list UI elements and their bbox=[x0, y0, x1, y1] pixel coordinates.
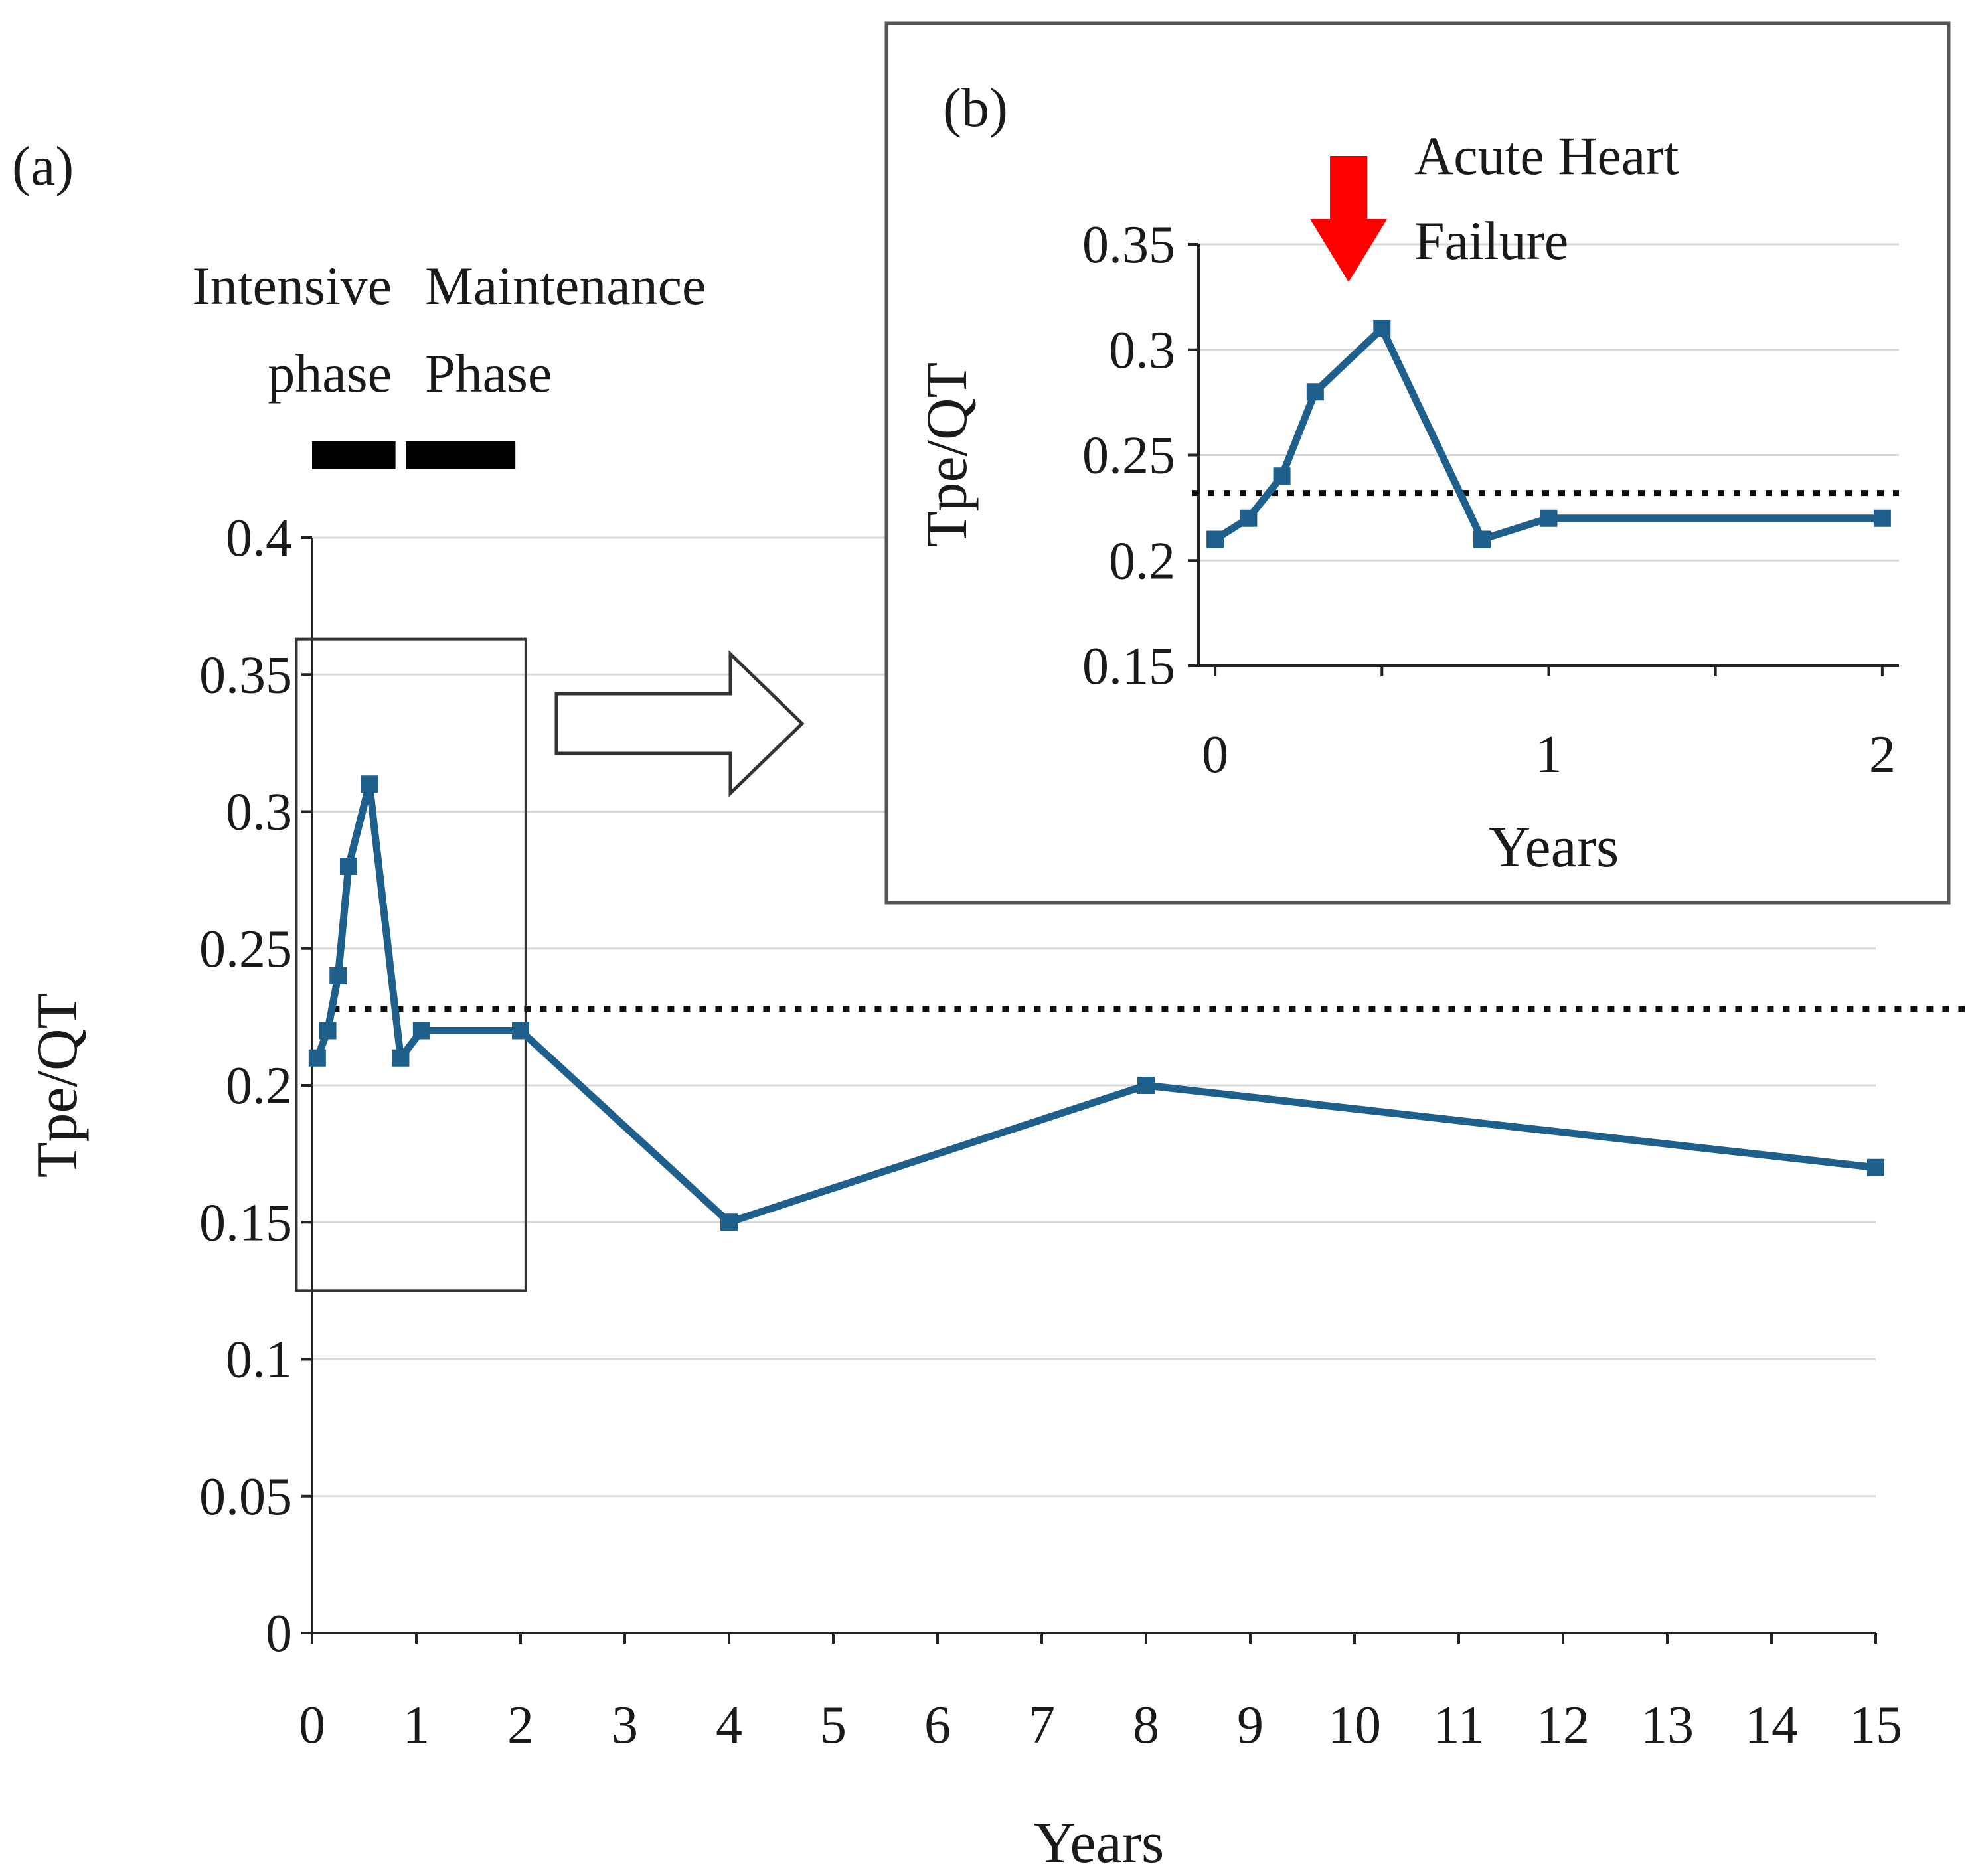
x-tick-label: 2 bbox=[1869, 726, 1896, 784]
data-point bbox=[1540, 509, 1558, 527]
data-point bbox=[1273, 467, 1291, 485]
phase-bar-intensive bbox=[312, 441, 396, 469]
x-tick-label: 2 bbox=[507, 1696, 534, 1755]
inset-y-axis-title: Tpe/QT bbox=[915, 362, 979, 548]
main-chart: (a) Intensive phase Maintenance Phase 00… bbox=[12, 135, 1965, 1875]
x-tick-label: 12 bbox=[1536, 1696, 1590, 1755]
y-tick-label: 0 bbox=[266, 1604, 292, 1663]
inset-y-tick-labels: 0.15 0.2 0.25 0.3 0.35 bbox=[1082, 216, 1175, 696]
y-tick-label: 0.35 bbox=[199, 646, 292, 704]
data-point bbox=[392, 1049, 410, 1067]
zoom-region-box bbox=[295, 637, 527, 1292]
annotation-line1: Acute Heart bbox=[1414, 125, 1679, 186]
data-point bbox=[1306, 383, 1324, 401]
data-point bbox=[1206, 530, 1224, 548]
x-tick-label: 5 bbox=[820, 1696, 847, 1755]
x-tick-label: 3 bbox=[612, 1696, 638, 1755]
data-point bbox=[1873, 509, 1891, 527]
inset-gridlines bbox=[1198, 243, 1899, 562]
data-point bbox=[308, 1049, 326, 1067]
y-tick-label: 0.15 bbox=[199, 1194, 292, 1252]
y-tick-label: 0.3 bbox=[226, 783, 292, 842]
zoom-arrow-icon bbox=[554, 650, 805, 797]
x-tick-label: 1 bbox=[1536, 726, 1562, 784]
x-tick-label: 7 bbox=[1029, 1696, 1055, 1755]
annotation-line2: Failure bbox=[1414, 210, 1568, 271]
x-tick-label: 11 bbox=[1433, 1696, 1484, 1755]
x-tick-label: 14 bbox=[1745, 1696, 1798, 1755]
panel-label-b: (b) bbox=[943, 77, 1008, 139]
x-tick-label: 0 bbox=[299, 1696, 325, 1755]
inset-frame bbox=[884, 21, 1951, 905]
y-tick-label: 0.25 bbox=[199, 920, 292, 978]
y-tick-label: 0.35 bbox=[1082, 216, 1175, 274]
data-point bbox=[1240, 509, 1258, 527]
y-tick-label: 0.25 bbox=[1082, 427, 1175, 485]
data-point bbox=[319, 1022, 337, 1040]
y-tick-label: 0.15 bbox=[1082, 637, 1175, 696]
main-series-points bbox=[308, 775, 1884, 1231]
phase-intensive-line1: Intensive bbox=[192, 256, 392, 316]
x-tick-label: 13 bbox=[1641, 1696, 1694, 1755]
main-y-axis-title: Tpe/QT bbox=[25, 993, 90, 1178]
y-tick-label: 0.3 bbox=[1109, 321, 1175, 380]
y-tick-label: 0.4 bbox=[226, 509, 292, 568]
y-tick-label: 0.2 bbox=[1109, 532, 1175, 590]
x-tick-label: 15 bbox=[1849, 1696, 1902, 1755]
x-tick-label: 10 bbox=[1328, 1696, 1381, 1755]
inset-series-points bbox=[1206, 320, 1891, 548]
data-point bbox=[1867, 1158, 1884, 1176]
data-point bbox=[720, 1213, 738, 1231]
inset-x-tick-labels: 0 1 2 bbox=[1202, 726, 1896, 784]
inset-axes bbox=[1188, 243, 1899, 676]
data-point bbox=[1473, 530, 1491, 548]
x-tick-label: 4 bbox=[716, 1696, 742, 1755]
data-point bbox=[329, 967, 347, 984]
inset-x-axis-title: Years bbox=[1489, 815, 1619, 880]
y-tick-label: 0.2 bbox=[226, 1057, 292, 1115]
y-tick-label: 0.05 bbox=[199, 1468, 292, 1526]
main-axes bbox=[301, 536, 1877, 1644]
main-y-tick-labels: 0 0.05 0.1 0.15 0.2 0.25 0.3 0.35 0.4 bbox=[199, 509, 292, 1663]
x-tick-label: 1 bbox=[403, 1696, 430, 1755]
y-tick-label: 0.1 bbox=[226, 1331, 292, 1389]
acute-heart-failure-arrow-icon bbox=[1310, 156, 1388, 282]
data-point bbox=[1137, 1077, 1155, 1094]
phase-maintenance-line1: Maintenance bbox=[425, 256, 706, 316]
x-tick-label: 9 bbox=[1237, 1696, 1264, 1755]
x-tick-label: 6 bbox=[924, 1696, 951, 1755]
phase-bar-maintenance bbox=[406, 441, 516, 469]
data-point bbox=[339, 858, 357, 875]
data-point bbox=[412, 1022, 430, 1040]
x-tick-label: 8 bbox=[1133, 1696, 1159, 1755]
phase-maintenance-line2: Phase bbox=[425, 343, 552, 404]
main-x-tick-labels: 0 1 2 3 4 5 6 7 8 9 10 11 12 13 14 15 bbox=[299, 1696, 1902, 1755]
main-x-axis-title: Years bbox=[1034, 1811, 1164, 1875]
panel-label-a: (a) bbox=[12, 135, 74, 197]
inset-chart: (b) 0.15 0.2 0.25 0.3 0.35 0 1 2 Acute Heart F… bbox=[884, 21, 1951, 905]
data-point bbox=[512, 1022, 529, 1040]
phase-intensive-line2: phase bbox=[268, 343, 392, 404]
x-tick-label: 0 bbox=[1202, 726, 1228, 784]
data-point bbox=[361, 775, 378, 793]
data-point bbox=[1373, 320, 1391, 337]
